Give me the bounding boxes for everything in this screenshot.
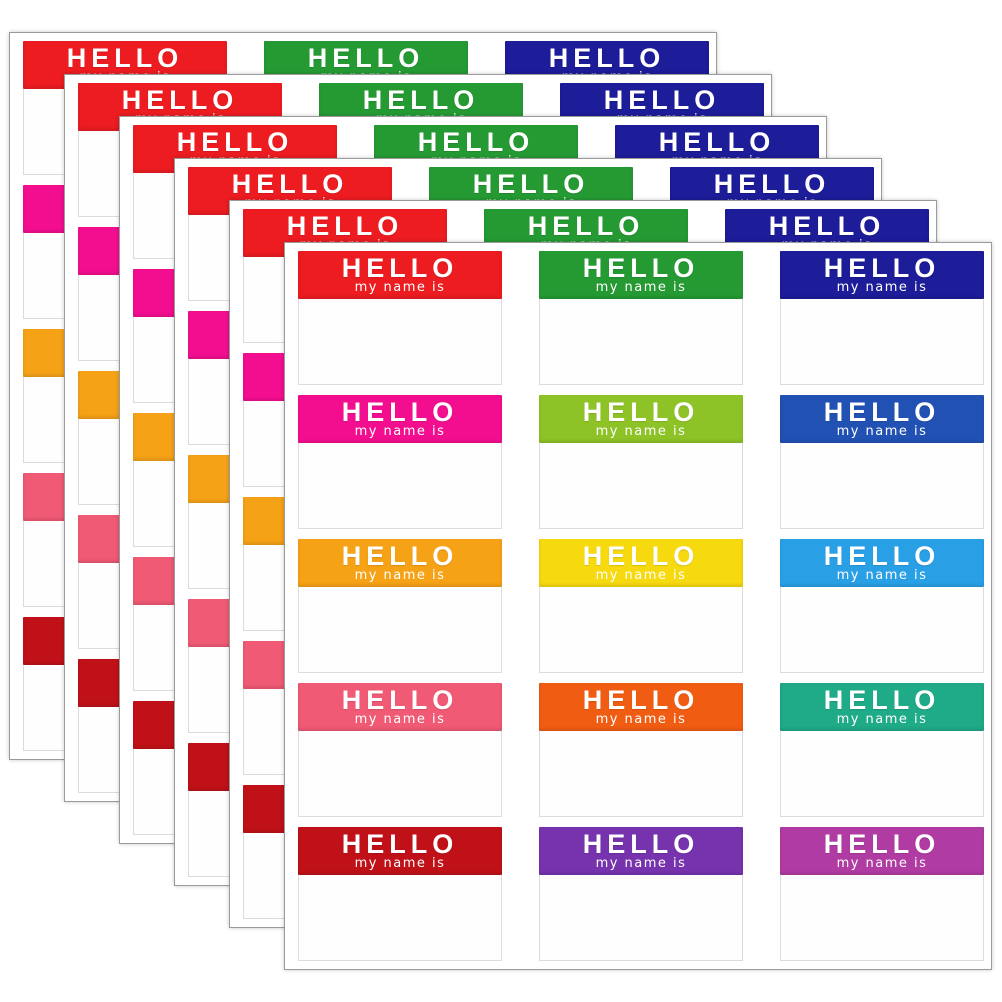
hello-text: HELLO <box>527 211 645 241</box>
hello-text: HELLO <box>823 685 941 715</box>
sticker-write-area <box>539 299 743 385</box>
hello-text: HELLO <box>548 43 666 73</box>
hello-text: HELLO <box>286 211 404 241</box>
hello-text: HELLO <box>582 397 700 427</box>
hello-text: HELLO <box>603 85 721 115</box>
sticker-write-area <box>780 875 984 961</box>
hello-text: HELLO <box>417 127 535 157</box>
sticker-write-area <box>780 587 984 673</box>
hello-text: HELLO <box>823 397 941 427</box>
hello-text: HELLO <box>823 829 941 859</box>
hello-text: HELLO <box>341 541 459 571</box>
hello-text: HELLO <box>713 169 831 199</box>
my-name-is-text: my name is <box>836 568 928 583</box>
hello-text: HELLO <box>658 127 776 157</box>
my-name-is-text: my name is <box>595 568 687 583</box>
hello-text: HELLO <box>341 829 459 859</box>
sticker-write-area <box>539 587 743 673</box>
hello-text: HELLO <box>472 169 590 199</box>
sticker-write-area <box>298 875 502 961</box>
hello-text: HELLO <box>582 829 700 859</box>
my-name-is-text: my name is <box>595 424 687 439</box>
hello-text: HELLO <box>582 253 700 283</box>
hello-text: HELLO <box>823 253 941 283</box>
hello-text: HELLO <box>362 85 480 115</box>
hello-text: HELLO <box>341 397 459 427</box>
my-name-is-text: my name is <box>595 280 687 295</box>
hello-text: HELLO <box>307 43 425 73</box>
hello-text: HELLO <box>231 169 349 199</box>
my-name-is-text: my name is <box>354 856 446 871</box>
sticker-write-area <box>780 299 984 385</box>
sticker-write-area <box>539 731 743 817</box>
my-name-is-text: my name is <box>836 280 928 295</box>
hello-text: HELLO <box>66 43 184 73</box>
hello-text: HELLO <box>176 127 294 157</box>
hello-text: HELLO <box>121 85 239 115</box>
my-name-is-text: my name is <box>595 856 687 871</box>
hello-text: HELLO <box>768 211 886 241</box>
my-name-is-text: my name is <box>354 424 446 439</box>
sticker-write-area <box>298 587 502 673</box>
sticker-write-area <box>780 443 984 529</box>
my-name-is-text: my name is <box>836 424 928 439</box>
my-name-is-text: my name is <box>836 856 928 871</box>
my-name-is-text: my name is <box>354 568 446 583</box>
hello-text: HELLO <box>341 253 459 283</box>
my-name-is-text: my name is <box>354 712 446 727</box>
sticker-write-area <box>539 443 743 529</box>
sticker-write-area <box>298 443 502 529</box>
hello-text: HELLO <box>341 685 459 715</box>
hello-text: HELLO <box>823 541 941 571</box>
sticker-sheet-6: HELLO my name is HELLO my name is HELLO my na… <box>284 242 992 970</box>
sticker-write-area <box>539 875 743 961</box>
my-name-is-text: my name is <box>595 712 687 727</box>
my-name-is-text: my name is <box>836 712 928 727</box>
my-name-is-text: my name is <box>354 280 446 295</box>
hello-text: HELLO <box>582 685 700 715</box>
hello-text: HELLO <box>582 541 700 571</box>
sticker-write-area <box>298 299 502 385</box>
sticker-write-area <box>780 731 984 817</box>
sticker-write-area <box>298 731 502 817</box>
